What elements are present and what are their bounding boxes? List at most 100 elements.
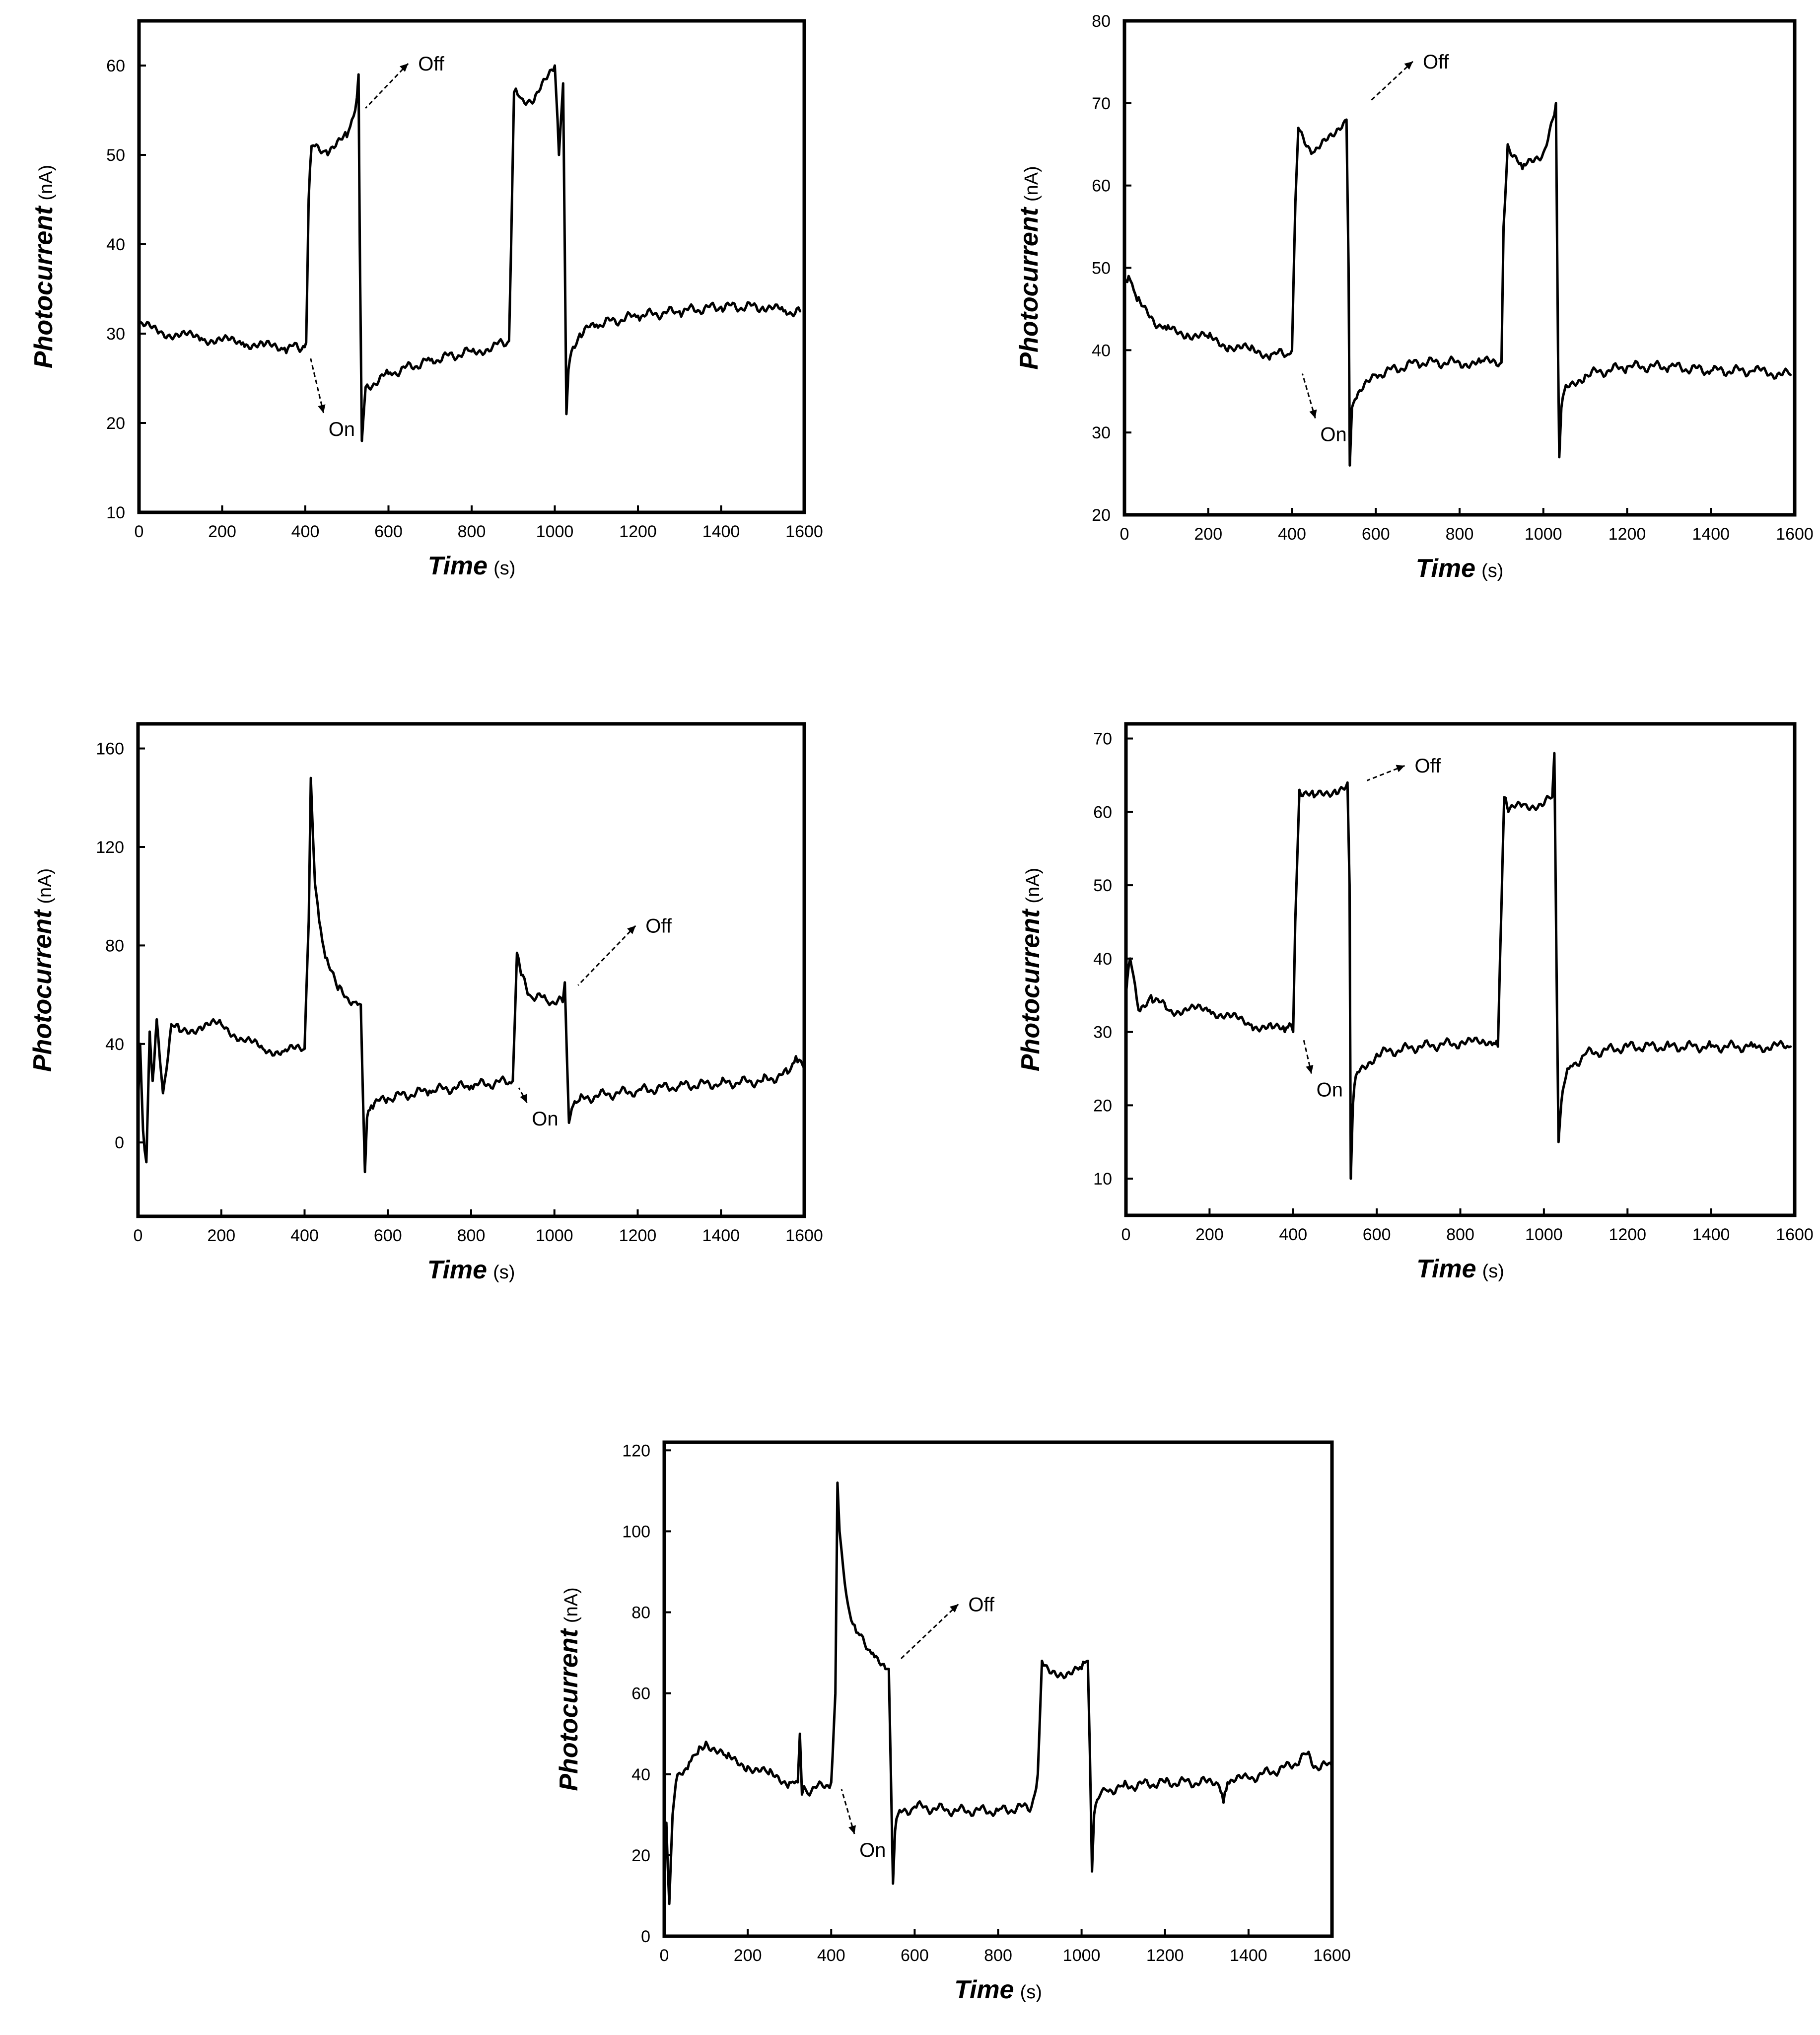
y-tick-label: 10 bbox=[106, 503, 125, 522]
y-tick-label: 10 bbox=[1093, 1170, 1112, 1189]
annotation-arrow bbox=[365, 63, 409, 109]
annotation-label: Off bbox=[418, 53, 445, 75]
y-tick-label: 0 bbox=[115, 1133, 124, 1152]
y-tick-label: 20 bbox=[1092, 506, 1111, 525]
photocurrent-trace bbox=[1124, 752, 1792, 1180]
y-axis-label: Photocurrent bbox=[555, 1627, 583, 1791]
arrow-head bbox=[318, 404, 326, 413]
annotation-off: Off bbox=[365, 53, 445, 109]
y-tick-label: 40 bbox=[1092, 341, 1111, 360]
y-tick-label: 70 bbox=[1092, 94, 1111, 113]
y-tick-label: 100 bbox=[622, 1522, 650, 1541]
arrow-head bbox=[1306, 1065, 1314, 1074]
x-tick-label: 400 bbox=[817, 1946, 845, 1965]
x-axis-label: Time bbox=[427, 1256, 487, 1284]
x-tick-label: 600 bbox=[1362, 525, 1390, 544]
y-axis-title: Photocurrent (nA) bbox=[1016, 868, 1045, 1071]
annotation-off: Off bbox=[900, 1594, 995, 1660]
x-tick-label: 800 bbox=[458, 522, 486, 541]
x-tick-label: 400 bbox=[291, 522, 320, 541]
x-tick-label: 1200 bbox=[1146, 1946, 1184, 1965]
arrow-head bbox=[949, 1604, 959, 1613]
x-tick-label: 1000 bbox=[1525, 525, 1562, 544]
x-tick-label: 600 bbox=[1363, 1225, 1391, 1244]
arrow-head bbox=[627, 925, 636, 934]
annotation-on: On bbox=[1301, 373, 1347, 446]
annotation-arrow bbox=[1303, 1039, 1313, 1074]
x-tick-label: 200 bbox=[207, 1226, 235, 1245]
annotation-label: On bbox=[1317, 1079, 1343, 1101]
arrow-head bbox=[400, 64, 409, 72]
y-tick-label: 120 bbox=[96, 838, 124, 857]
y-tick-label: 80 bbox=[631, 1604, 650, 1622]
y-axis-title: Photocurrent (nA) bbox=[555, 1587, 583, 1791]
x-axis-label: Time bbox=[428, 552, 488, 580]
annotation-label: On bbox=[532, 1108, 558, 1130]
x-tick-label: 1600 bbox=[785, 522, 823, 541]
x-tick-label: 1000 bbox=[1063, 1946, 1101, 1965]
y-tick-label: 0 bbox=[641, 1927, 650, 1946]
y-tick-label: 60 bbox=[106, 57, 125, 75]
x-tick-label: 800 bbox=[457, 1226, 486, 1245]
x-tick-label: 0 bbox=[1121, 1225, 1131, 1244]
x-tick-label: 0 bbox=[134, 1226, 143, 1245]
annotation-on: On bbox=[518, 1087, 559, 1130]
y-axis-unit: (nA) bbox=[1023, 868, 1044, 904]
y-tick-label: 40 bbox=[1093, 950, 1112, 969]
annotation-off: Off bbox=[1366, 755, 1441, 781]
y-tick-label: 60 bbox=[631, 1684, 650, 1703]
x-axis-unit: (s) bbox=[493, 558, 515, 579]
x-axis-label: Time bbox=[1416, 554, 1475, 583]
annotation-on: On bbox=[1303, 1039, 1343, 1101]
photocurrent-trace bbox=[1123, 102, 1792, 467]
chart-panel-2: 0 200 400 600 800 1000 1200 1400 1600 20 30 40 50 60 7… bbox=[1015, 12, 1814, 583]
x-tick-label: 800 bbox=[1446, 525, 1474, 544]
y-axis-title: Photocurrent (nA) bbox=[29, 165, 58, 368]
y-tick-label: 30 bbox=[1093, 1023, 1112, 1042]
x-axis-label: Time bbox=[954, 1975, 1014, 2004]
y-axis-unit: (nA) bbox=[561, 1587, 582, 1623]
x-axis-title: Time (s) bbox=[1416, 1255, 1504, 1283]
y-tick-label: 60 bbox=[1092, 177, 1111, 196]
x-tick-label: 200 bbox=[734, 1946, 762, 1965]
annotation-label: Off bbox=[968, 1594, 995, 1615]
arrow-head bbox=[1309, 409, 1317, 419]
x-axis-title: Time (s) bbox=[428, 552, 516, 580]
plot-frame bbox=[662, 1440, 1334, 1938]
x-tick-label: 800 bbox=[984, 1946, 1012, 1965]
annotation-label: Off bbox=[645, 915, 672, 937]
arrow-head bbox=[848, 1825, 856, 1834]
annotation-label: Off bbox=[1423, 51, 1450, 73]
chart-panel-1: 0 200 400 600 800 1000 1200 1400 1600 10 20 30 40 50 6… bbox=[29, 19, 823, 580]
x-axis-label: Time bbox=[1416, 1255, 1476, 1283]
x-tick-label: 400 bbox=[290, 1226, 319, 1245]
plot-frame bbox=[136, 722, 806, 1218]
x-tick-label: 400 bbox=[1278, 525, 1306, 544]
plot-frame bbox=[1122, 19, 1797, 517]
x-tick-label: 0 bbox=[660, 1946, 669, 1965]
annotation-on: On bbox=[840, 1789, 886, 1861]
y-tick-label: 20 bbox=[631, 1846, 650, 1865]
annotation-off: Off bbox=[1369, 51, 1450, 102]
y-tick-label: 30 bbox=[1092, 423, 1111, 442]
x-tick-label: 600 bbox=[901, 1946, 929, 1965]
photocurrent-trace bbox=[138, 64, 802, 442]
x-tick-label: 1600 bbox=[785, 1226, 823, 1245]
y-tick-label: 20 bbox=[106, 414, 125, 433]
x-tick-label: 0 bbox=[1120, 525, 1129, 544]
annotation-label: On bbox=[329, 419, 355, 440]
annotation-arrow bbox=[1369, 61, 1413, 102]
plot-frame bbox=[137, 19, 806, 514]
y-axis-label: Photocurrent bbox=[29, 205, 58, 368]
x-tick-label: 800 bbox=[1446, 1225, 1474, 1244]
x-tick-label: 1600 bbox=[1776, 525, 1814, 544]
annotation-arrow bbox=[900, 1604, 959, 1660]
photocurrent-trace bbox=[663, 1481, 1333, 1905]
annotation-label: On bbox=[859, 1839, 886, 1861]
x-tick-label: 1600 bbox=[1776, 1225, 1814, 1244]
y-tick-label: 120 bbox=[622, 1441, 650, 1460]
annotation-on: On bbox=[310, 358, 355, 440]
x-tick-label: 1200 bbox=[1609, 1225, 1646, 1244]
x-axis-unit: (s) bbox=[493, 1262, 515, 1283]
x-tick-label: 1600 bbox=[1313, 1946, 1351, 1965]
